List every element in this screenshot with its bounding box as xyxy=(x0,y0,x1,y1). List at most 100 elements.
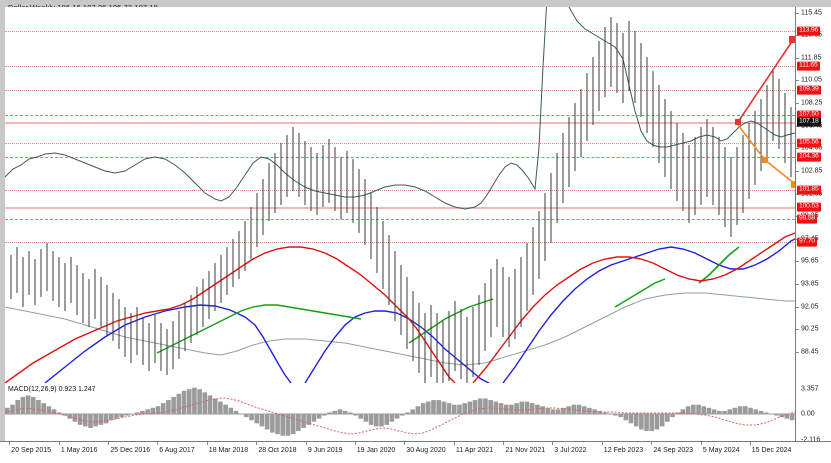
level-line-105.56[interactable] xyxy=(5,143,795,144)
price-tick-108.25: 108.25 xyxy=(801,99,823,107)
macd-bar xyxy=(51,409,57,414)
macd-bar xyxy=(197,389,202,414)
price-level-badge-113.96[interactable]: 113.96 xyxy=(797,26,821,36)
macd-bar xyxy=(649,414,655,432)
macd-bar xyxy=(25,395,31,414)
macd-bar xyxy=(363,414,369,422)
macd-bar xyxy=(524,401,530,414)
price-level-badge-107.50[interactable]: 107.50 xyxy=(797,110,821,120)
price-level-badge-104.36[interactable]: 104.36 xyxy=(797,152,821,162)
macd-bar xyxy=(379,414,384,427)
time-tick-mark xyxy=(9,442,11,445)
macd-bar xyxy=(275,414,280,435)
price-axis[interactable]: 115.45113.65111.85110.05108.25106.45104.… xyxy=(795,7,831,444)
macd-bar xyxy=(670,414,675,418)
level-line-101.85[interactable] xyxy=(5,190,795,191)
macd-bar xyxy=(296,414,301,432)
price-level-badge-100.53[interactable]: 100.53 xyxy=(797,202,821,212)
macd-bar xyxy=(581,406,587,414)
level-line-107.18[interactable] xyxy=(5,122,795,124)
price-level-badge-109.39[interactable]: 109.39 xyxy=(797,85,821,95)
time-tick-label: 20 Sep 2015 xyxy=(11,447,51,454)
macd-bar xyxy=(696,404,701,414)
time-tick-mark xyxy=(552,442,554,445)
price-level-badge-97.70[interactable]: 97.70 xyxy=(797,237,818,247)
macd-bar xyxy=(46,406,52,414)
macd-bar xyxy=(316,414,322,419)
level-line-99.58[interactable] xyxy=(5,219,795,220)
macd-bar xyxy=(425,401,431,414)
price-level-badge-111.65[interactable]: 111.65 xyxy=(797,61,820,71)
price-level-badge-99.58[interactable]: 99.58 xyxy=(797,214,818,224)
price-tick-93.85: 93.85 xyxy=(801,280,819,288)
level-line-109.39[interactable] xyxy=(5,90,795,91)
level-line-113.96[interactable] xyxy=(5,31,795,32)
macd-bar xyxy=(56,412,62,414)
macd-bar xyxy=(124,414,130,416)
bearish-projection-endpoint xyxy=(791,181,795,188)
macd-bar xyxy=(628,414,634,424)
macd-bar xyxy=(285,414,291,436)
macd-bar xyxy=(446,403,452,414)
macd-bar xyxy=(36,400,41,414)
price-tick-mark xyxy=(796,148,799,149)
price-tick-mark xyxy=(796,352,799,353)
macd-bar xyxy=(348,412,353,414)
price-tick-110.05: 110.05 xyxy=(801,76,822,84)
macd-bar xyxy=(254,414,260,424)
price-plot[interactable] xyxy=(5,7,795,383)
level-line-111.65[interactable] xyxy=(5,66,795,67)
time-tick-mark xyxy=(503,442,505,445)
time-tick-label: 15 Dec 2024 xyxy=(751,447,792,454)
macd-bar xyxy=(223,404,228,414)
bullish-projection-endpoint xyxy=(789,36,795,43)
time-tick-label: 21 Nov 2021 xyxy=(505,447,546,454)
time-tick-label: 9 Jun 2019 xyxy=(307,447,343,454)
time-tick-label: 25 Dec 2016 xyxy=(110,447,151,454)
macd-bar xyxy=(181,390,187,414)
price-tick-mark xyxy=(796,261,799,262)
macd-bar xyxy=(88,414,93,428)
macd-bar xyxy=(301,414,306,428)
macd-bar xyxy=(358,414,364,419)
macd-bar xyxy=(400,414,405,416)
macd-bar xyxy=(550,409,556,414)
macd-bar xyxy=(727,409,733,414)
level-line-100.53[interactable] xyxy=(5,207,795,209)
macd-bar xyxy=(514,403,519,414)
macd-bar xyxy=(327,412,332,414)
macd-bar xyxy=(207,395,213,414)
macd-bar xyxy=(503,404,509,414)
level-line-104.36[interactable] xyxy=(5,157,795,158)
macd-panel[interactable] xyxy=(5,384,795,441)
macd-bar xyxy=(488,400,493,414)
macd-signal-line xyxy=(5,397,795,435)
macd-bar xyxy=(311,414,317,422)
macd-bar xyxy=(472,400,478,414)
time-tick-mark xyxy=(651,442,653,445)
macd-bar xyxy=(98,414,104,425)
macd-bar xyxy=(394,414,400,419)
macd-bar xyxy=(20,396,26,414)
time-axis[interactable]: 20 Sep 2015 1 May 2016 25 Dec 2016 6 Aug 20… xyxy=(0,441,831,463)
price-tick-102.85: 102.85 xyxy=(801,167,823,175)
macd-bar xyxy=(103,414,109,424)
macd-bar xyxy=(462,403,467,414)
macd-bar xyxy=(353,414,358,416)
macd-bar xyxy=(691,404,696,414)
macd-histogram xyxy=(5,387,795,436)
macd-bar xyxy=(290,414,296,435)
time-tick-mark xyxy=(700,442,702,445)
macd-bar xyxy=(685,406,691,414)
macd-bar xyxy=(717,410,722,414)
price-level-badge-105.56[interactable]: 105.56 xyxy=(797,138,821,148)
macd-bar xyxy=(280,414,286,436)
time-tick-mark xyxy=(601,442,603,445)
level-line-107.50[interactable] xyxy=(5,115,795,116)
price-level-badge-101.85[interactable]: 101.85 xyxy=(797,185,821,195)
macd-bar xyxy=(597,410,603,414)
level-line-97.70[interactable] xyxy=(5,242,795,243)
macd-bar xyxy=(134,412,140,414)
macd-bar xyxy=(171,396,176,414)
current-price-badge-107.18[interactable]: 107.18 xyxy=(797,117,821,127)
